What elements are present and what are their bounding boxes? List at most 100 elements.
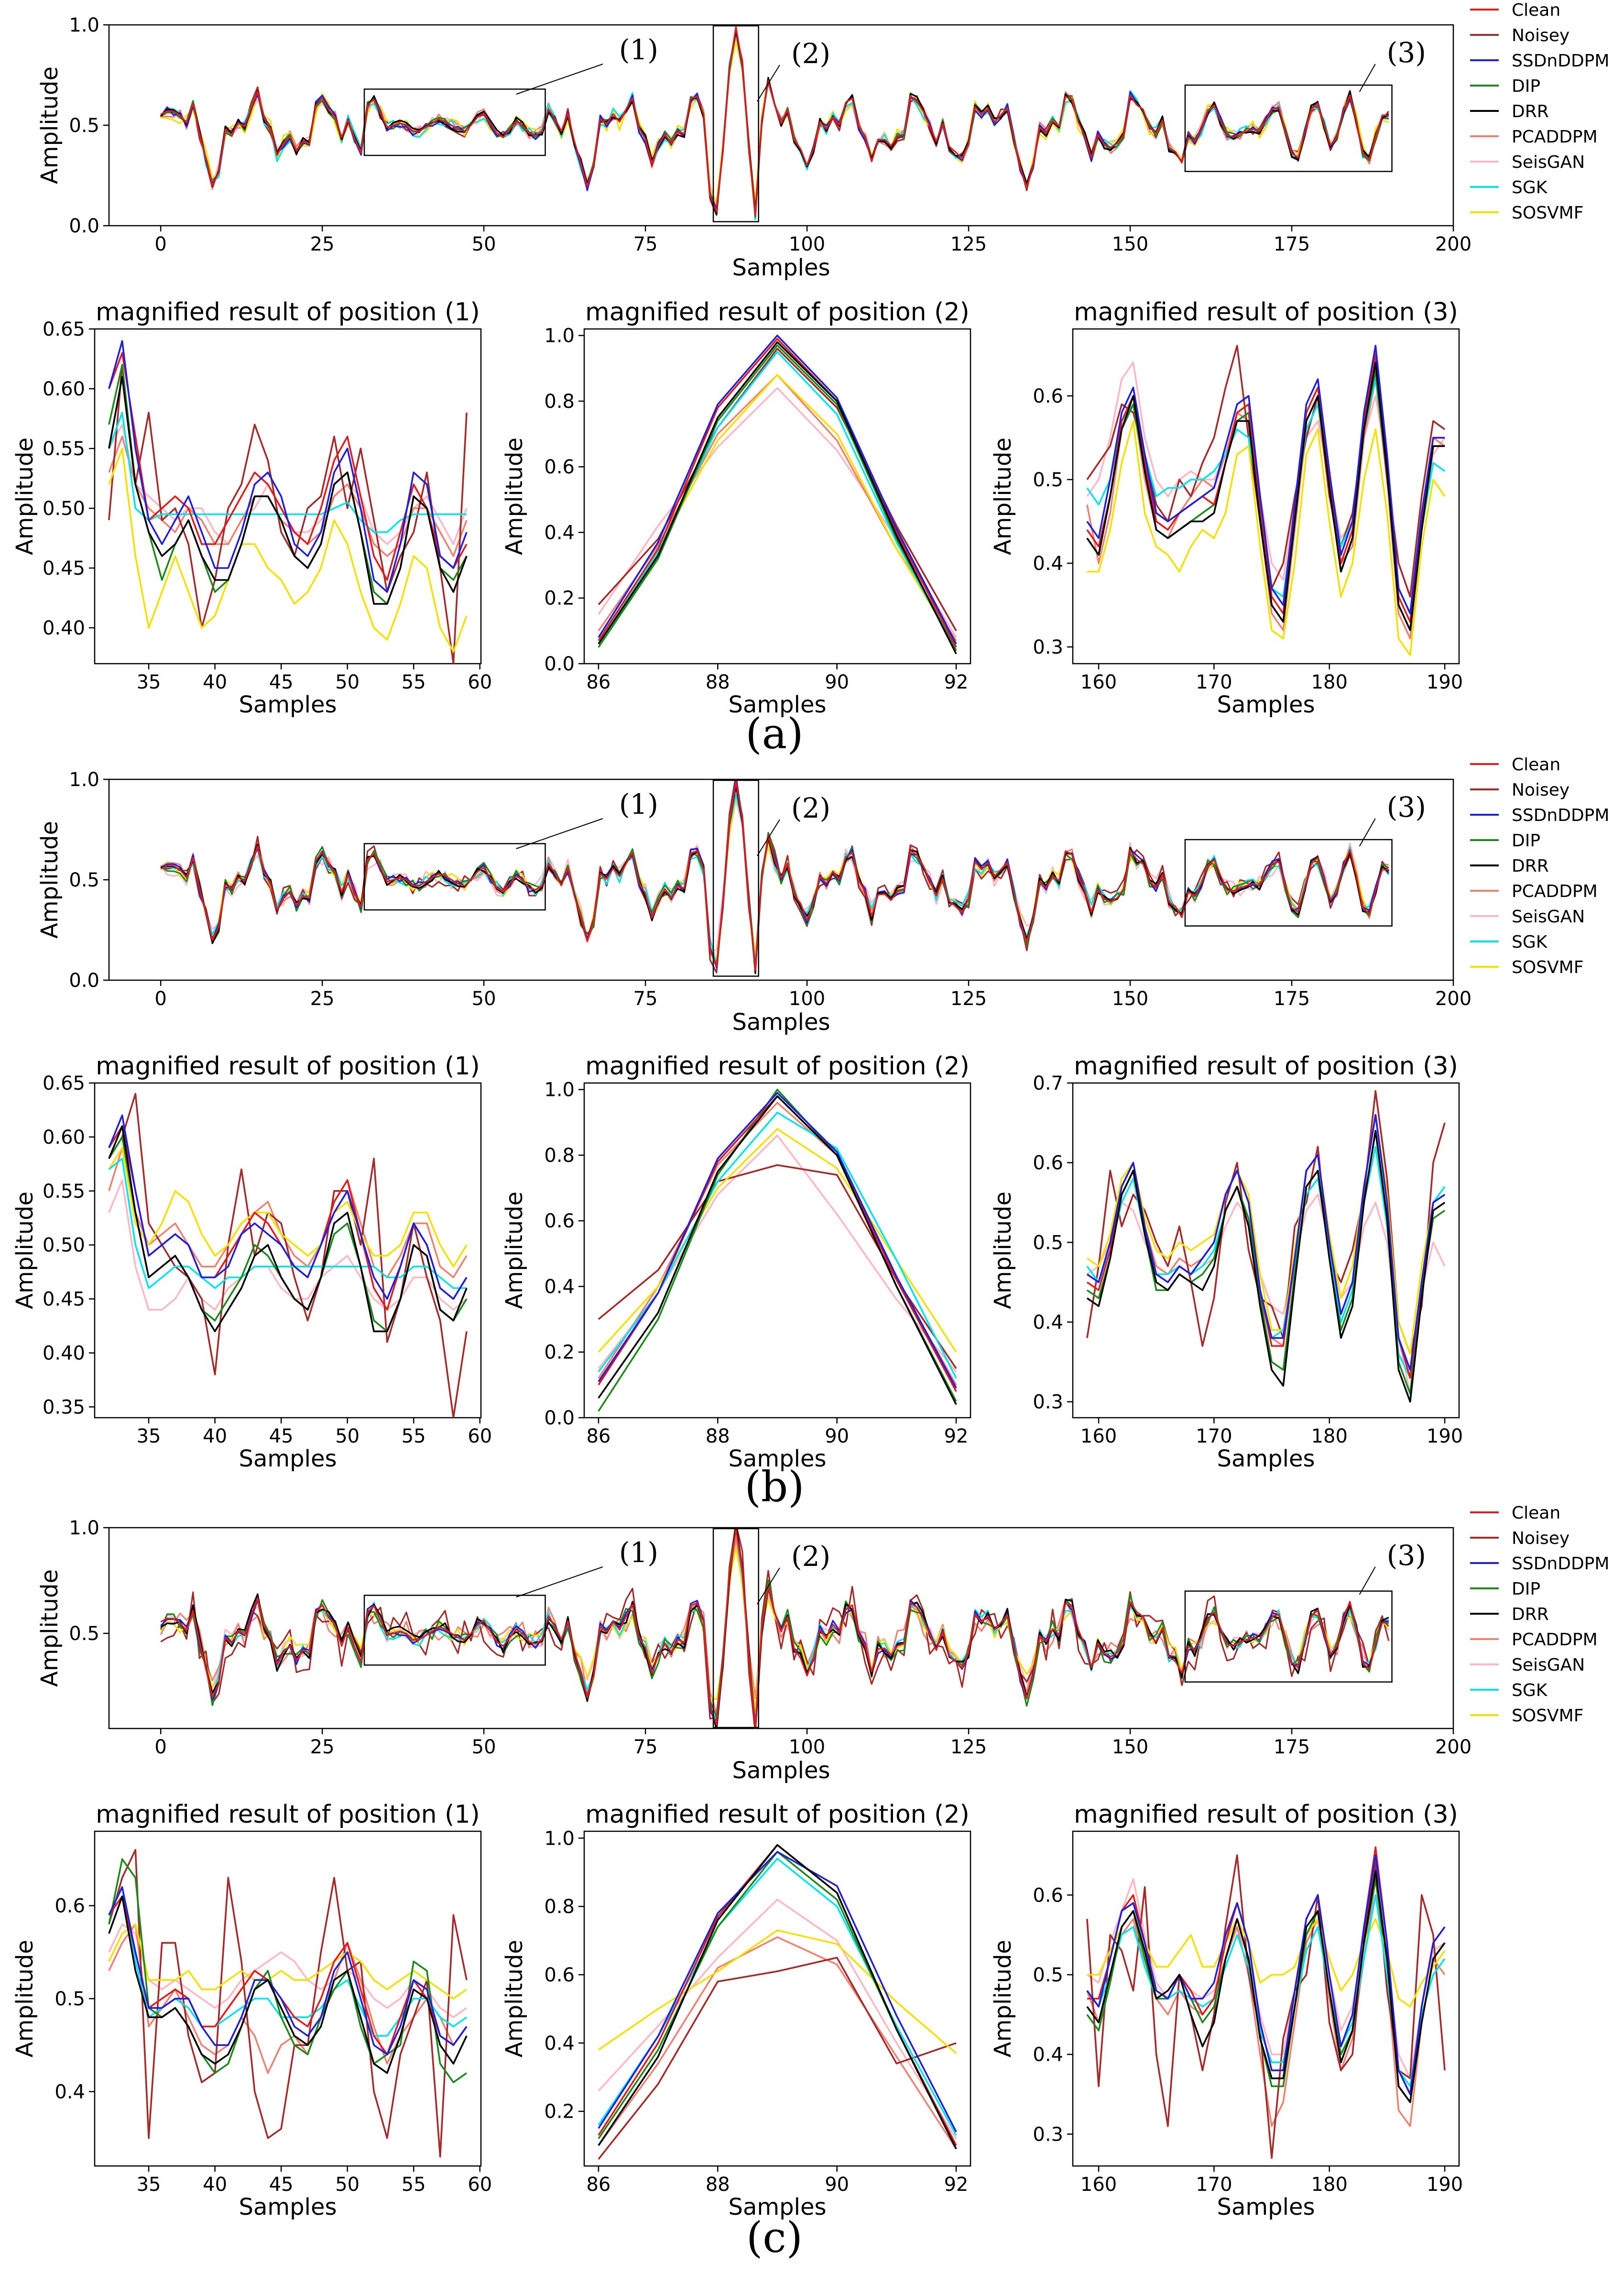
series-line-ssdnddpm [598, 1851, 957, 2133]
zoom-series-group [1086, 345, 1446, 656]
zoom-region-box-3 [1184, 839, 1393, 927]
legend-label-seisgan: SeisGAN [1512, 907, 1585, 927]
y-tick-label: 1.0 [544, 1827, 575, 1849]
legend-label-sosvmf: SOSVMF [1512, 203, 1583, 223]
x-tick-label: 55 [402, 1425, 426, 1447]
series-line-noisey [1086, 1854, 1446, 2159]
x-tick-label: 92 [944, 1425, 969, 1447]
y-tick-label: 0.6 [1033, 1884, 1063, 1906]
zoom-axes-frame [94, 1082, 482, 1419]
zoom-title: magnified result of position (1) [96, 1800, 480, 1829]
zoom-region-label-2: (2) [791, 37, 830, 70]
y-tick-label: 0.4 [544, 2033, 575, 2055]
zoom-chart-1-0: magnified result of position (1) 35 40 45 50… [11, 1052, 492, 1472]
legend-label-pcaddpm: PCADDPM [1512, 1630, 1598, 1650]
x-tick-label: 50 [472, 233, 496, 255]
y-tick-label: 0.6 [544, 456, 575, 478]
zoom-chart-1-2: magnified result of position (3) 160 170 18… [990, 1052, 1463, 1472]
series-line-drr [1086, 1870, 1446, 2103]
overview-chart-2: 0 25 50 75 100 125 150 175 200 0.5 1.0 Samples Ampli… [36, 1503, 1609, 1784]
series-line-noisey [108, 1093, 468, 1418]
y-axis-label: Amplitude [501, 438, 528, 555]
y-tick-label: 0.45 [43, 558, 85, 580]
panel-caption: (c) [746, 2213, 803, 2262]
series-line-sosvmf [598, 1929, 957, 2054]
series-line-clean [108, 1125, 468, 1311]
legend-label-clean: Clean [1512, 1503, 1560, 1523]
x-tick-label: 86 [586, 671, 610, 693]
zoom-region-box-1 [363, 843, 546, 911]
x-tick-label: 125 [950, 233, 987, 255]
x-tick-label: 35 [137, 1425, 161, 1447]
legend-label-clean: Clean [1512, 755, 1560, 775]
x-tick-label: 50 [335, 671, 360, 693]
zoom-axes-frame [583, 1830, 971, 2167]
series-line-seisgan [598, 1135, 957, 1373]
zoom-series-group [108, 1849, 468, 2158]
y-axis-label: Amplitude [990, 1192, 1016, 1309]
zoom-series-group [598, 334, 957, 655]
series-line-pcaddpm [598, 374, 957, 641]
series-line-sosvmf [1087, 420, 1446, 656]
x-tick-label: 100 [789, 233, 825, 255]
zoom-region-label-1: (1) [619, 788, 658, 820]
y-tick-label: 0.6 [544, 1210, 575, 1232]
x-tick-label: 200 [1435, 1736, 1471, 1758]
y-tick-label: 0.5 [69, 115, 99, 137]
legend-label-noisey: Noisey [1512, 780, 1570, 800]
zoom-region-box-3 [1184, 84, 1393, 172]
y-tick-label: 0.2 [544, 1342, 575, 1364]
x-tick-label: 60 [468, 671, 492, 693]
x-tick-label: 160 [1080, 1425, 1117, 1447]
x-axis-label: Samples [732, 1757, 830, 1784]
x-tick-label: 86 [586, 2174, 610, 2196]
y-tick-label: 0.50 [43, 498, 85, 520]
series-line-seisgan [598, 1899, 957, 2139]
leader-line-3 [1359, 64, 1376, 92]
zoom-axes-frame [1072, 1082, 1460, 1419]
y-tick-label: 0.2 [544, 2101, 575, 2123]
legend-label-ssdnddpm: SSDnDDPM [1512, 51, 1609, 71]
x-tick-label: 60 [468, 1425, 492, 1447]
overview-series-group [160, 779, 1390, 974]
overview-axes-frame [108, 1527, 1454, 1729]
y-axis-label: Amplitude [501, 1940, 528, 2057]
series-line-clean [108, 352, 468, 581]
zoom-title: magnified result of position (3) [1074, 1800, 1458, 1829]
leader-line-3 [1359, 818, 1376, 847]
series-line-pcaddpm [108, 1923, 468, 2074]
series-line-clean [1086, 353, 1445, 623]
y-axis-label: Amplitude [11, 438, 38, 555]
zoom-region-box-2 [712, 779, 759, 977]
legend-label-noisey: Noisey [1512, 26, 1570, 45]
x-tick-label: 25 [310, 1736, 335, 1758]
legend-label-sgk: SGK [1512, 932, 1548, 952]
x-tick-label: 25 [310, 988, 335, 1010]
y-tick-label: 0.5 [1033, 469, 1063, 491]
y-tick-label: 0.6 [1033, 385, 1063, 407]
legend-label-clean: Clean [1512, 0, 1560, 20]
x-axis-label: Samples [1217, 691, 1315, 718]
zoom-title: magnified result of position (2) [585, 298, 970, 327]
leader-line-1 [516, 64, 603, 95]
zoom-title: magnified result of position (2) [585, 1052, 970, 1081]
series-line-ssdnddpm [108, 340, 468, 593]
y-tick-label: 0.5 [69, 869, 99, 891]
x-tick-label: 90 [825, 2174, 849, 2196]
legend-label-pcaddpm: PCADDPM [1512, 127, 1598, 147]
y-tick-label: 0.55 [43, 1181, 85, 1203]
y-axis-label: Amplitude [36, 821, 63, 939]
series-line-sgk [108, 412, 467, 533]
leader-line-1 [516, 1566, 603, 1597]
y-tick-label: 0.8 [544, 391, 575, 413]
x-tick-label: 86 [586, 1425, 610, 1447]
y-tick-label: 0.5 [69, 1623, 99, 1645]
zoom-axes-frame [583, 1082, 971, 1419]
series-line-drr [108, 1895, 468, 2074]
series-line-ssdnddpm [1086, 345, 1445, 614]
x-tick-label: 125 [950, 988, 987, 1010]
x-tick-label: 175 [1274, 233, 1310, 255]
series-line-noisey [108, 1849, 468, 2158]
x-tick-label: 190 [1427, 2174, 1463, 2196]
x-tick-label: 88 [706, 2174, 730, 2196]
